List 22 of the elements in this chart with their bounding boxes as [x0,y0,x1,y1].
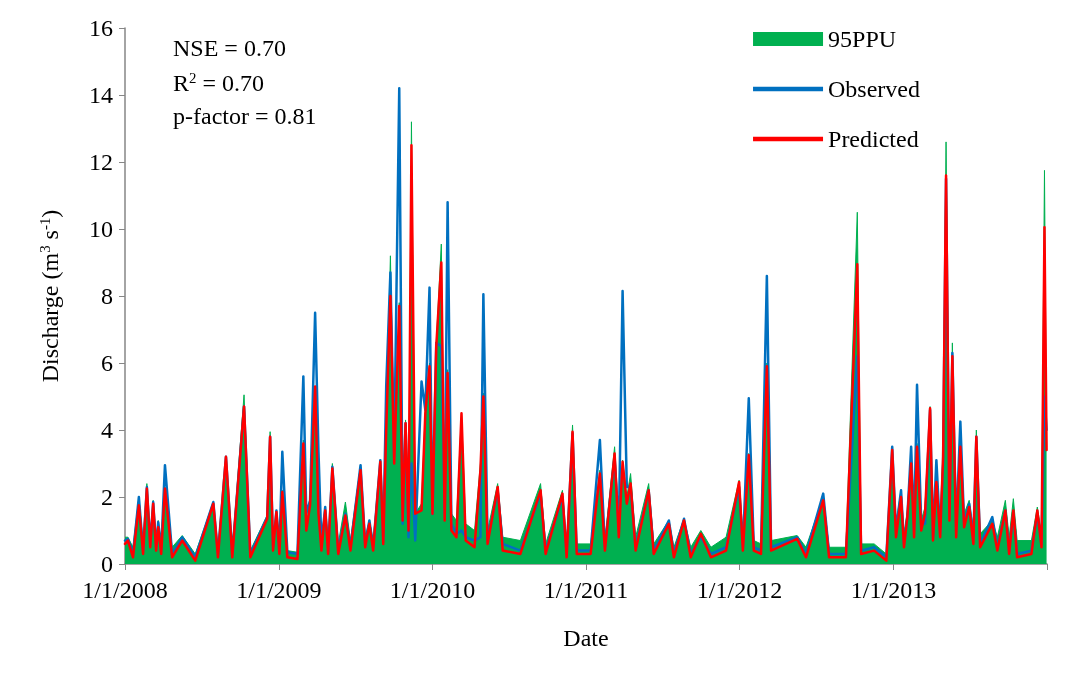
y-tick-label: 2 [101,484,113,510]
y-tick-label: 4 [101,417,113,443]
legend-label: Observed [828,76,920,102]
y-tick-label: 12 [89,149,113,175]
y-tick-label: 10 [89,216,113,242]
y-tick-label: 8 [101,283,113,309]
x-tick-label: 1/1/2009 [236,577,322,603]
y-axis-title: Discharge (m3 s-1) [36,209,64,383]
x-axis-title: Date [563,625,609,651]
annotation: NSE = 0.70 [173,35,286,61]
x-tick-label: 1/1/2008 [82,577,168,603]
legend-label: Predicted [828,126,919,152]
y-tick-label: 0 [101,551,113,577]
legend-label: 95PPU [828,26,897,52]
x-tick-label: 1/1/2010 [389,577,476,603]
x-tick-label: 1/1/2013 [850,577,937,603]
annotation: p-factor = 0.81 [173,103,317,129]
x-tick-label: 1/1/2012 [696,577,783,603]
y-tick-label: 6 [101,350,113,376]
y-tick-label: 16 [89,15,113,41]
y-tick-label: 14 [89,82,113,108]
x-tick-label: 1/1/2011 [543,577,629,603]
